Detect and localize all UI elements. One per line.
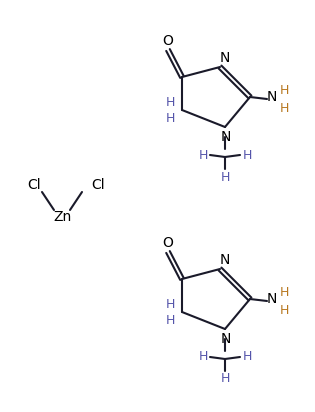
Text: H: H	[242, 351, 252, 363]
Text: H: H	[198, 351, 208, 363]
Text: O: O	[163, 236, 174, 250]
Text: N: N	[221, 332, 231, 346]
Text: H: H	[165, 112, 175, 124]
Text: N: N	[220, 253, 230, 267]
Text: N: N	[267, 292, 277, 306]
Text: H: H	[220, 171, 230, 183]
Text: N: N	[267, 90, 277, 104]
Text: N: N	[221, 130, 231, 144]
Text: H: H	[279, 101, 289, 115]
Text: H: H	[220, 372, 230, 386]
Text: H: H	[279, 84, 289, 96]
Text: Cl: Cl	[91, 178, 105, 192]
Text: H: H	[279, 304, 289, 316]
Text: Zn: Zn	[53, 210, 71, 224]
Text: H: H	[165, 314, 175, 326]
Text: N: N	[220, 51, 230, 65]
Text: O: O	[163, 34, 174, 48]
Text: H: H	[165, 96, 175, 108]
Text: Cl: Cl	[27, 178, 41, 192]
Text: H: H	[242, 148, 252, 162]
Text: H: H	[279, 286, 289, 299]
Text: H: H	[198, 148, 208, 162]
Text: H: H	[165, 297, 175, 311]
